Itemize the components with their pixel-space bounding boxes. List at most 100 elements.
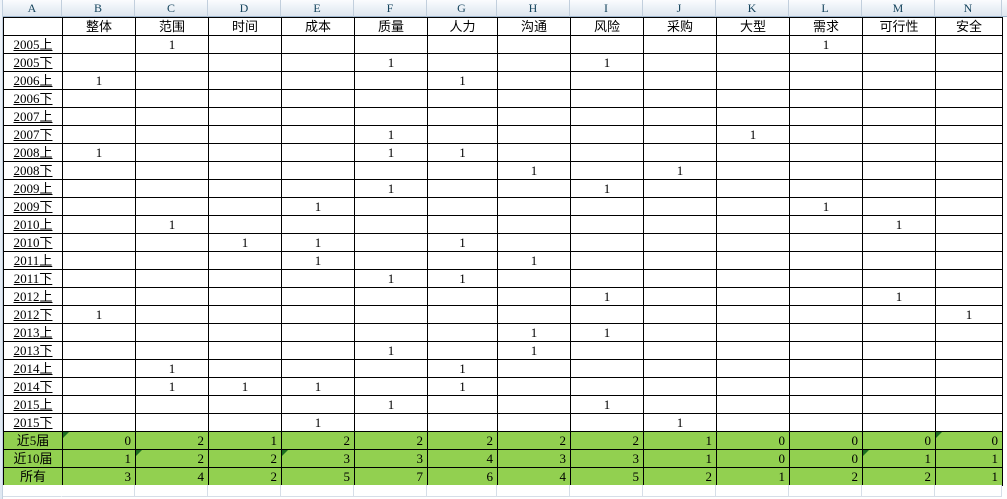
cell[interactable] xyxy=(936,36,1003,54)
cell[interactable] xyxy=(863,162,936,180)
empty-cell[interactable] xyxy=(135,485,208,497)
cell[interactable] xyxy=(644,378,717,396)
cell[interactable] xyxy=(644,342,717,360)
cell[interactable] xyxy=(644,108,717,126)
cell[interactable] xyxy=(498,288,571,306)
cell[interactable] xyxy=(571,126,644,144)
header-cell-B[interactable]: 整体 xyxy=(63,18,136,36)
cell[interactable] xyxy=(282,108,355,126)
cell[interactable] xyxy=(209,144,282,162)
cell[interactable] xyxy=(282,90,355,108)
cell[interactable] xyxy=(498,234,571,252)
cell[interactable] xyxy=(790,54,863,72)
header-cell-E[interactable]: 成本 xyxy=(282,18,355,36)
cell[interactable] xyxy=(136,108,209,126)
empty-cell[interactable] xyxy=(643,485,716,497)
cell[interactable] xyxy=(936,288,1003,306)
cell[interactable] xyxy=(571,216,644,234)
cell[interactable] xyxy=(571,360,644,378)
cell[interactable] xyxy=(136,306,209,324)
header-cell-L[interactable]: 需求 xyxy=(790,18,863,36)
summary-row-label[interactable]: 近10届 xyxy=(4,450,63,468)
cell[interactable] xyxy=(936,414,1003,432)
summary-cell[interactable]: 2 xyxy=(863,468,936,486)
cell[interactable]: 1 xyxy=(428,234,498,252)
cell[interactable] xyxy=(863,90,936,108)
cell[interactable] xyxy=(209,342,282,360)
cell[interactable] xyxy=(63,108,136,126)
summary-cell[interactable]: 0 xyxy=(790,450,863,468)
column-header-D[interactable]: D xyxy=(208,0,281,17)
row-label[interactable]: 2013上 xyxy=(4,324,63,342)
empty-cell[interactable] xyxy=(497,485,570,497)
column-header-J[interactable]: J xyxy=(643,0,716,17)
cell[interactable] xyxy=(63,342,136,360)
summary-cell[interactable]: 2 xyxy=(428,432,498,450)
cell[interactable] xyxy=(498,306,571,324)
cell[interactable] xyxy=(498,378,571,396)
cell[interactable] xyxy=(571,144,644,162)
cell[interactable] xyxy=(63,234,136,252)
empty-cell[interactable] xyxy=(281,485,354,497)
cell[interactable] xyxy=(571,72,644,90)
summary-cell[interactable]: 3 xyxy=(63,468,136,486)
cell[interactable]: 1 xyxy=(936,306,1003,324)
cell[interactable] xyxy=(209,36,282,54)
cell[interactable] xyxy=(63,360,136,378)
cell[interactable] xyxy=(498,180,571,198)
cell[interactable] xyxy=(63,414,136,432)
cell[interactable] xyxy=(571,270,644,288)
cell[interactable] xyxy=(282,144,355,162)
cell[interactable] xyxy=(63,324,136,342)
cell[interactable] xyxy=(863,252,936,270)
cell[interactable] xyxy=(571,36,644,54)
summary-cell[interactable]: 2 xyxy=(644,468,717,486)
cell[interactable] xyxy=(936,90,1003,108)
cell[interactable] xyxy=(498,36,571,54)
empty-cell[interactable] xyxy=(862,485,935,497)
cell[interactable] xyxy=(863,270,936,288)
cell[interactable] xyxy=(63,198,136,216)
cell[interactable] xyxy=(717,90,790,108)
cell[interactable] xyxy=(282,162,355,180)
column-header-G[interactable]: G xyxy=(427,0,497,17)
cell[interactable] xyxy=(644,288,717,306)
cell[interactable] xyxy=(790,144,863,162)
cell[interactable] xyxy=(936,252,1003,270)
column-header-N[interactable]: N xyxy=(935,0,1002,17)
cell[interactable] xyxy=(355,216,428,234)
cell[interactable] xyxy=(717,72,790,90)
cell[interactable] xyxy=(209,396,282,414)
empty-cell[interactable] xyxy=(3,485,62,497)
cell[interactable] xyxy=(644,72,717,90)
row-label[interactable]: 2013下 xyxy=(4,342,63,360)
cell[interactable] xyxy=(790,126,863,144)
cell[interactable] xyxy=(136,90,209,108)
cell[interactable] xyxy=(428,342,498,360)
cell[interactable] xyxy=(63,396,136,414)
summary-cell[interactable]: 2 xyxy=(136,432,209,450)
empty-cell[interactable] xyxy=(208,485,281,497)
header-cell-N[interactable]: 安全 xyxy=(936,18,1003,36)
cell[interactable] xyxy=(863,54,936,72)
cell[interactable]: 1 xyxy=(282,252,355,270)
cell[interactable]: 1 xyxy=(282,414,355,432)
cell[interactable] xyxy=(498,270,571,288)
cell[interactable] xyxy=(790,396,863,414)
cell[interactable] xyxy=(717,324,790,342)
cell[interactable] xyxy=(644,126,717,144)
cell[interactable] xyxy=(936,270,1003,288)
cell[interactable] xyxy=(355,162,428,180)
cell[interactable] xyxy=(282,324,355,342)
cell[interactable] xyxy=(936,198,1003,216)
cell[interactable] xyxy=(717,360,790,378)
cell[interactable] xyxy=(936,396,1003,414)
cell[interactable] xyxy=(498,144,571,162)
cell[interactable] xyxy=(936,360,1003,378)
cell[interactable] xyxy=(136,198,209,216)
row-label[interactable]: 2011下 xyxy=(4,270,63,288)
cell[interactable] xyxy=(936,72,1003,90)
cell[interactable] xyxy=(428,252,498,270)
cell[interactable] xyxy=(571,90,644,108)
column-header-A[interactable]: A xyxy=(3,0,62,17)
